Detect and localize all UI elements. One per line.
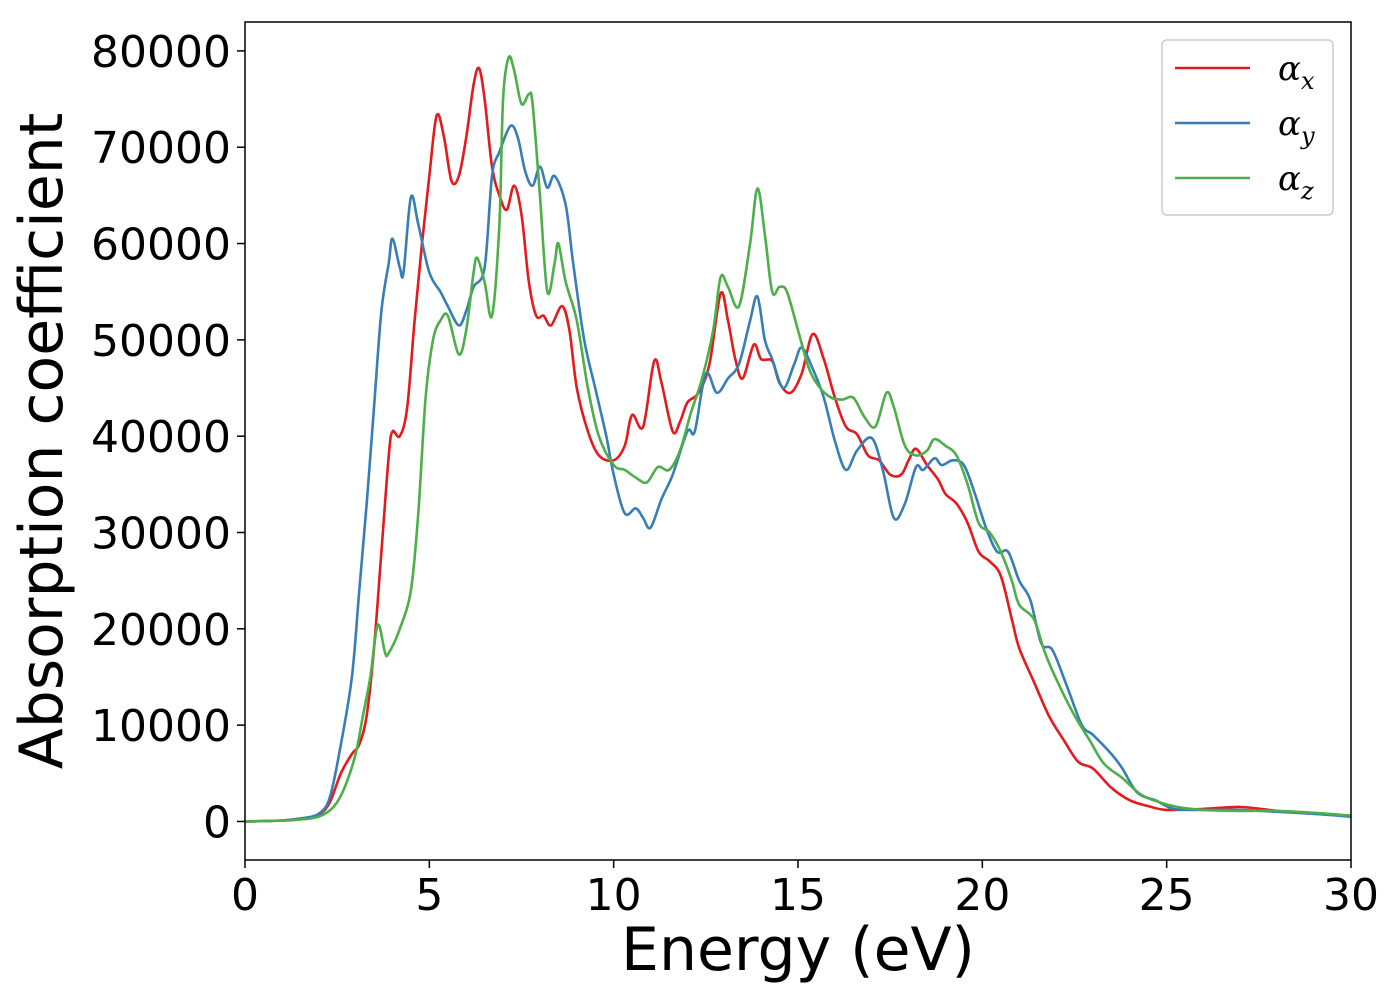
x-axis: 0 5 10 15 20 25 30	[231, 860, 1379, 921]
y-tick-label: 20000	[91, 605, 231, 656]
x-tick-label: 5	[415, 870, 443, 921]
y-axis: 0 10000 20000 30000 40000 50000 60000 70000 8000…	[91, 27, 245, 848]
legend-label-z: αz	[1278, 159, 1314, 205]
y-tick-label: 60000	[91, 220, 231, 271]
x-tick-label: 20	[954, 870, 1010, 921]
series-line-y	[244, 124, 1352, 823]
legend-box	[1161, 39, 1334, 216]
y-tick-label: 50000	[91, 316, 231, 367]
y-tick-label: 30000	[91, 509, 231, 560]
x-axis-title: Energy (eV)	[621, 915, 975, 985]
x-tick-label: 30	[1323, 870, 1379, 921]
x-tick-label: 15	[770, 870, 826, 921]
x-tick-label: 0	[231, 870, 259, 921]
y-axis-title: Absorption coefficient	[7, 113, 77, 770]
legend: αx αy αz	[1161, 39, 1334, 216]
legend-label-y: αy	[1278, 104, 1315, 150]
y-tick-label: 10000	[91, 701, 231, 752]
x-tick-label: 25	[1139, 870, 1195, 921]
series-line-z	[244, 55, 1352, 823]
y-tick-label: 40000	[91, 412, 231, 463]
y-tick-label: 70000	[91, 123, 231, 174]
y-tick-label: 80000	[91, 27, 231, 78]
legend-label-x: αx	[1278, 49, 1315, 95]
series-line-x	[244, 66, 1352, 823]
y-tick-label: 0	[203, 797, 231, 848]
x-tick-label: 10	[586, 870, 642, 921]
series-layer	[244, 55, 1352, 823]
legend-items: αx αy αz	[1175, 49, 1315, 205]
